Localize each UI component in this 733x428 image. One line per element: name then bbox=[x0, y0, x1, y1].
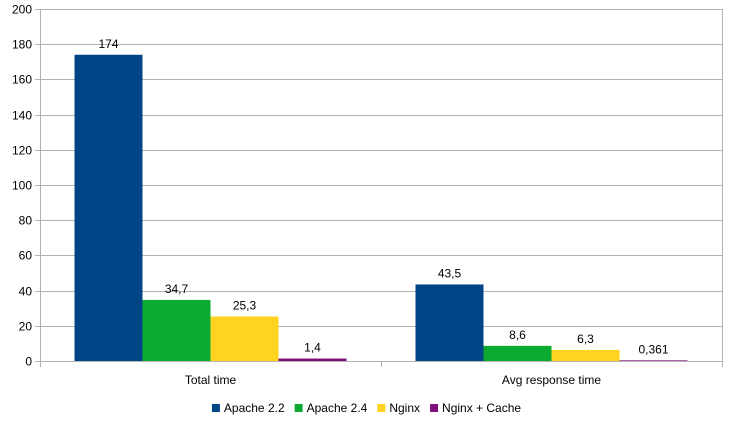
legend: Apache 2.2 Apache 2.4 Nginx Nginx + Cache bbox=[211, 401, 521, 415]
bar-value-label: 43,5 bbox=[438, 266, 462, 280]
bar bbox=[551, 349, 620, 361]
y-tick-label: 0 bbox=[25, 355, 32, 369]
data-labels: 174 34,7 25,3 1,4 43,5 8,6 6,3 0,361 bbox=[98, 37, 668, 357]
bar-value-label: 8,6 bbox=[509, 328, 526, 342]
bar-value-label: 0,361 bbox=[638, 342, 668, 356]
y-tick-label: 200 bbox=[12, 3, 32, 17]
legend-swatch bbox=[377, 404, 386, 412]
y-tick-label: 160 bbox=[12, 73, 32, 87]
legend-label: Apache 2.4 bbox=[307, 401, 368, 415]
legend-item: Apache 2.2 bbox=[211, 401, 285, 415]
bar-value-label: 6,3 bbox=[577, 332, 594, 346]
bar bbox=[278, 358, 347, 361]
bar bbox=[210, 316, 279, 361]
bar bbox=[74, 54, 143, 361]
axes: 0 20 40 60 80 100 120 140 160 180 200 Total time Avg… bbox=[12, 3, 723, 387]
y-tick-label: 100 bbox=[12, 179, 32, 193]
bar-value-label: 1,4 bbox=[304, 341, 321, 355]
y-tick-label: 80 bbox=[19, 214, 33, 228]
bar bbox=[619, 360, 688, 362]
legend-label: Apache 2.2 bbox=[224, 401, 285, 415]
y-tick-label: 180 bbox=[12, 38, 32, 52]
bar bbox=[415, 284, 484, 361]
legend-label: Nginx bbox=[389, 401, 420, 415]
x-category-label: Total time bbox=[185, 373, 237, 387]
x-category-label: Avg response time bbox=[502, 373, 601, 387]
legend-swatch bbox=[430, 404, 439, 412]
legend-label: Nginx + Cache bbox=[442, 401, 521, 415]
bar bbox=[483, 345, 552, 361]
y-tick-label: 60 bbox=[19, 249, 33, 263]
legend-swatch bbox=[294, 404, 303, 412]
bars bbox=[74, 54, 688, 362]
y-tick-label: 20 bbox=[19, 320, 33, 334]
bar-value-label: 25,3 bbox=[233, 298, 257, 312]
bar-value-label: 34,7 bbox=[165, 282, 189, 296]
legend-item: Nginx + Cache bbox=[430, 401, 521, 415]
legend-item: Nginx bbox=[377, 401, 420, 415]
y-tick-label: 140 bbox=[12, 109, 32, 123]
legend-item: Apache 2.4 bbox=[294, 401, 368, 415]
legend-swatch bbox=[211, 404, 220, 412]
bar-value-label: 174 bbox=[98, 37, 118, 51]
bar bbox=[142, 299, 211, 361]
y-tick-label: 120 bbox=[12, 144, 32, 158]
y-tick-label: 40 bbox=[19, 285, 33, 299]
